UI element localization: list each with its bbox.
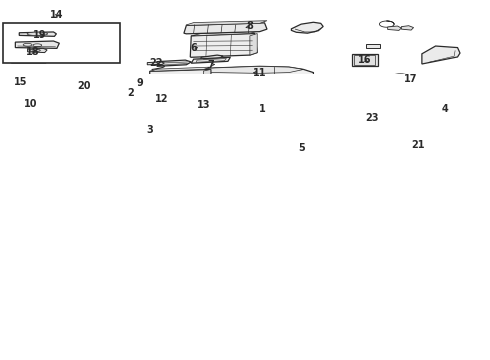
Bar	[351, 54, 378, 66]
Text: 23: 23	[365, 113, 379, 123]
Polygon shape	[191, 57, 230, 63]
Bar	[354, 55, 375, 66]
Text: 18: 18	[25, 47, 39, 57]
Text: 12: 12	[155, 94, 169, 104]
Ellipse shape	[29, 49, 40, 51]
Text: 1: 1	[259, 104, 266, 113]
Text: 10: 10	[24, 99, 38, 109]
Polygon shape	[203, 69, 211, 90]
Polygon shape	[184, 23, 267, 34]
Polygon shape	[125, 81, 156, 93]
Polygon shape	[76, 78, 108, 84]
Polygon shape	[27, 48, 47, 53]
Text: 14: 14	[50, 10, 64, 20]
Polygon shape	[25, 78, 74, 84]
Polygon shape	[150, 67, 211, 71]
Text: 22: 22	[149, 58, 163, 68]
Polygon shape	[157, 60, 191, 66]
Polygon shape	[15, 41, 59, 48]
Polygon shape	[201, 55, 223, 60]
Polygon shape	[147, 62, 164, 65]
Bar	[366, 44, 380, 48]
Bar	[3, 23, 121, 63]
Ellipse shape	[390, 74, 412, 83]
Text: 6: 6	[190, 42, 197, 53]
Text: 9: 9	[137, 78, 143, 88]
Text: 8: 8	[246, 22, 253, 31]
Text: 21: 21	[412, 140, 425, 150]
Text: 16: 16	[358, 55, 371, 65]
Text: 19: 19	[33, 30, 47, 40]
Polygon shape	[401, 26, 414, 30]
Ellipse shape	[27, 32, 48, 36]
Text: 13: 13	[196, 100, 210, 111]
Polygon shape	[153, 123, 181, 135]
Text: 3: 3	[147, 125, 153, 135]
Polygon shape	[292, 22, 323, 33]
Polygon shape	[19, 32, 56, 36]
Text: 4: 4	[442, 104, 449, 113]
Polygon shape	[14, 59, 45, 62]
Ellipse shape	[392, 75, 408, 82]
Polygon shape	[191, 66, 304, 73]
Polygon shape	[422, 46, 460, 64]
Polygon shape	[388, 26, 401, 30]
Polygon shape	[196, 59, 226, 62]
Text: 7: 7	[207, 60, 214, 70]
Polygon shape	[190, 33, 257, 57]
Text: 2: 2	[127, 88, 134, 98]
Polygon shape	[191, 31, 257, 36]
Text: 17: 17	[404, 74, 418, 84]
Polygon shape	[150, 69, 211, 92]
Polygon shape	[250, 33, 257, 55]
Polygon shape	[11, 59, 49, 63]
Text: 20: 20	[77, 81, 91, 91]
Text: 15: 15	[14, 77, 27, 87]
Text: 5: 5	[298, 143, 305, 153]
Polygon shape	[191, 87, 261, 91]
Text: 11: 11	[253, 68, 267, 78]
Polygon shape	[186, 21, 267, 26]
Polygon shape	[152, 66, 314, 105]
